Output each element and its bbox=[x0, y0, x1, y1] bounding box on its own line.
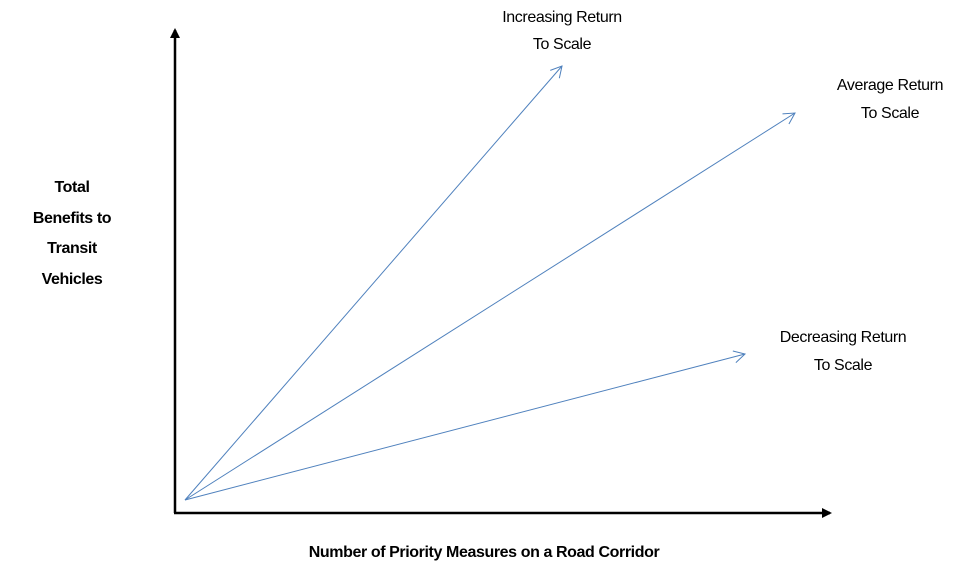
decreasing-arrow bbox=[184, 350, 747, 501]
increasing-arrow bbox=[184, 65, 563, 501]
y-axis-label: Benefits to bbox=[33, 210, 112, 227]
average-arrow bbox=[184, 112, 796, 501]
curve-label: Increasing Return bbox=[502, 9, 622, 26]
curve-label: Average Return bbox=[837, 77, 943, 94]
curve-label: Decreasing Return bbox=[780, 329, 907, 346]
x-axis-label: Number of Priority Measures on a Road Co… bbox=[309, 544, 660, 561]
y-axis-label: Total bbox=[54, 179, 89, 196]
curve-label: To Scale bbox=[861, 105, 920, 122]
y-axis-label: Vehicles bbox=[42, 271, 103, 288]
curve-label: To Scale bbox=[533, 36, 592, 53]
y-axis-label: Transit bbox=[47, 240, 98, 257]
curve-label: To Scale bbox=[814, 357, 873, 374]
